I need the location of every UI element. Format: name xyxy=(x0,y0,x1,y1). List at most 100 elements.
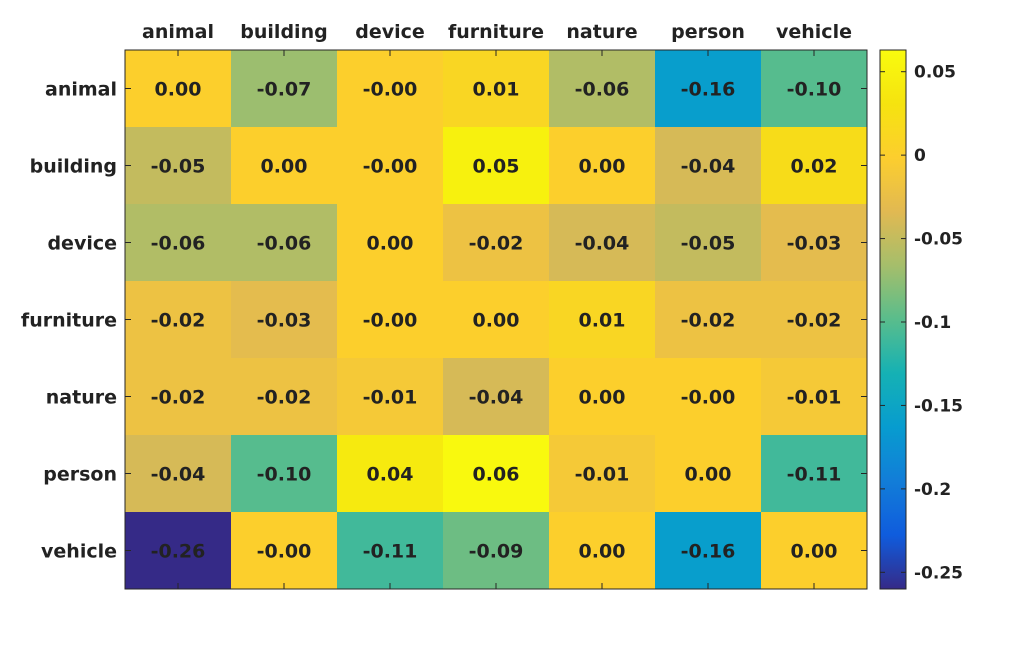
heatmap-cell xyxy=(549,435,656,513)
colorbar-bar xyxy=(879,49,907,590)
heatmap-cell xyxy=(655,512,762,590)
cell-value-label: -0.04 xyxy=(151,464,206,486)
row-tick-label: device xyxy=(47,233,117,255)
heatmap-cell xyxy=(761,512,868,590)
cell-value-label: 0.00 xyxy=(261,156,308,178)
cell-value-label: -0.05 xyxy=(151,156,206,178)
heatmap-cell xyxy=(761,50,868,128)
cell-value-label: -0.04 xyxy=(469,387,524,409)
colorbar-tick-label: -0.05 xyxy=(914,230,963,250)
heatmap-cell xyxy=(337,127,444,205)
colorbar-tick-label: -0.2 xyxy=(914,480,951,500)
cell-value-label: -0.16 xyxy=(681,79,736,101)
cell-value-label: -0.02 xyxy=(257,387,312,409)
cell-value-label: -0.05 xyxy=(681,233,736,255)
heatmap-cell xyxy=(231,127,338,205)
heatmap-cell xyxy=(231,204,338,282)
cell-value-label: -0.26 xyxy=(151,541,206,563)
heatmap-cell-labels: 0.00 -0.07 -0.00 0.01 -0.06 -0.16 -0.10 -0.05 0.… xyxy=(151,79,842,563)
heatmap-axes: animal building device furniture nature perso… xyxy=(21,21,868,590)
heatmap-cell xyxy=(443,127,550,205)
heatmap-cell xyxy=(231,512,338,590)
colorbar-tick-label: 0.05 xyxy=(914,63,956,83)
heatmap-cell xyxy=(337,512,444,590)
heatmap-cell xyxy=(125,281,232,359)
cell-value-label: -0.00 xyxy=(681,387,736,409)
cell-value-label: -0.07 xyxy=(257,79,312,101)
cell-value-label: -0.06 xyxy=(575,79,630,101)
cell-value-label: 0.00 xyxy=(579,387,626,409)
heatmap-cell xyxy=(337,281,444,359)
colorbar-tick-label: 0 xyxy=(914,146,926,166)
heatmap-cell xyxy=(549,127,656,205)
heatmap-cell xyxy=(125,435,232,513)
heatmap-cell xyxy=(231,281,338,359)
cell-value-label: 0.06 xyxy=(473,464,520,486)
cell-value-label: -0.11 xyxy=(363,541,418,563)
cell-value-label: -0.02 xyxy=(151,310,206,332)
row-tick-label: building xyxy=(30,156,117,178)
column-tick-label: person xyxy=(671,21,745,43)
cell-value-label: 0.02 xyxy=(791,156,838,178)
cell-value-label: -0.06 xyxy=(257,233,312,255)
cell-value-label: -0.01 xyxy=(363,387,418,409)
cell-value-label: -0.04 xyxy=(681,156,736,178)
heatmap-cell xyxy=(655,204,762,282)
colorbar-tick-label: -0.15 xyxy=(914,396,963,416)
cell-value-label: 0.00 xyxy=(579,156,626,178)
cell-value-label: -0.10 xyxy=(787,79,842,101)
heatmap-cell xyxy=(549,50,656,128)
cell-value-label: 0.00 xyxy=(473,310,520,332)
cell-value-label: -0.03 xyxy=(257,310,312,332)
colorbar-tick-label: -0.1 xyxy=(914,313,951,333)
column-tick-label: animal xyxy=(142,21,214,43)
heatmap-cell xyxy=(443,435,550,513)
heatmap-cell xyxy=(125,358,232,436)
heatmap-cell xyxy=(337,358,444,436)
row-tick-label: animal xyxy=(45,79,117,101)
cell-value-label: 0.01 xyxy=(473,79,520,101)
row-tick-label: nature xyxy=(46,387,117,409)
heatmap-cell xyxy=(231,358,338,436)
row-tick-label: person xyxy=(43,464,117,486)
column-tick-label: furniture xyxy=(448,21,544,43)
heatmap-cell xyxy=(655,127,762,205)
cell-value-label: 0.04 xyxy=(367,464,414,486)
cell-value-label: -0.04 xyxy=(575,233,630,255)
heatmap-cell xyxy=(761,281,868,359)
cell-value-label: 0.00 xyxy=(155,79,202,101)
cell-value-label: -0.10 xyxy=(257,464,312,486)
heatmap-cell xyxy=(125,50,232,128)
cell-value-label: -0.02 xyxy=(787,310,842,332)
cell-value-label: 0.00 xyxy=(579,541,626,563)
heatmap-cell xyxy=(761,358,868,436)
row-tick-label: vehicle xyxy=(41,541,117,563)
heatmap-cell xyxy=(337,435,444,513)
column-tick-label: building xyxy=(240,21,327,43)
cell-value-label: 0.05 xyxy=(473,156,520,178)
cell-value-label: -0.03 xyxy=(787,233,842,255)
row-tick-label: furniture xyxy=(21,310,117,332)
cell-value-label: -0.09 xyxy=(469,541,524,563)
cell-value-label: -0.02 xyxy=(469,233,524,255)
column-tick-label: nature xyxy=(566,21,637,43)
cell-value-label: -0.01 xyxy=(575,464,630,486)
heatmap-cell xyxy=(761,204,868,282)
cell-value-label: -0.06 xyxy=(151,233,206,255)
heatmap-cell xyxy=(655,50,762,128)
cell-value-label: -0.00 xyxy=(363,79,418,101)
cell-value-label: -0.11 xyxy=(787,464,842,486)
cell-value-label: 0.00 xyxy=(367,233,414,255)
heatmap-cell xyxy=(655,358,762,436)
heatmap-cell xyxy=(125,127,232,205)
cell-value-label: -0.01 xyxy=(787,387,842,409)
heatmap-cell xyxy=(549,358,656,436)
colorbar-tick-label: -0.25 xyxy=(914,563,963,583)
heatmap-cell xyxy=(231,435,338,513)
cell-value-label: -0.02 xyxy=(151,387,206,409)
column-tick-label: vehicle xyxy=(776,21,852,43)
heatmap-cell xyxy=(337,50,444,128)
heatmap-cell xyxy=(443,358,550,436)
